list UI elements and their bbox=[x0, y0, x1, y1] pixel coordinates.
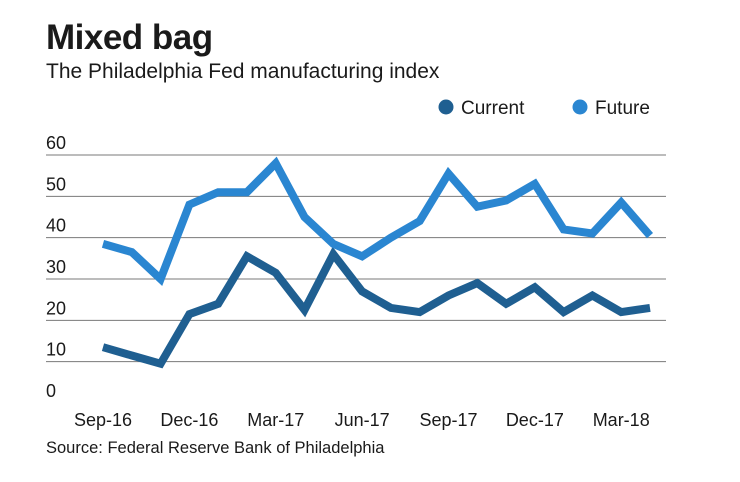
chart-subtitle: The Philadelphia Fed manufacturing index bbox=[46, 60, 440, 83]
x-tick-label: Mar-18 bbox=[593, 410, 650, 430]
y-tick-label: 60 bbox=[46, 133, 66, 153]
source-note: Source: Federal Reserve Bank of Philadel… bbox=[46, 439, 385, 457]
y-tick-label: 30 bbox=[46, 257, 66, 277]
chart-title: Mixed bag bbox=[46, 18, 213, 57]
legend: Current Future bbox=[438, 98, 650, 119]
y-tick-label: 20 bbox=[46, 298, 66, 318]
legend-marker-future bbox=[572, 99, 588, 115]
y-tick-label: 0 bbox=[46, 381, 56, 401]
y-axis-ticks: 0 10 20 30 40 50 60 bbox=[46, 133, 66, 401]
legend-marker-current bbox=[438, 99, 454, 115]
legend-label-current: Current bbox=[461, 98, 525, 119]
legend-label-future: Future bbox=[595, 98, 650, 119]
x-tick-label: Jun-17 bbox=[335, 410, 390, 430]
x-tick-label: Sep-16 bbox=[74, 410, 132, 430]
x-tick-label: Mar-17 bbox=[247, 410, 304, 430]
series-line-future bbox=[101, 156, 654, 286]
x-tick-label: Dec-16 bbox=[160, 410, 218, 430]
gridlines bbox=[46, 154, 666, 363]
y-tick-label: 40 bbox=[46, 216, 66, 236]
series-lines bbox=[101, 156, 654, 369]
y-tick-label: 10 bbox=[46, 340, 66, 360]
series-line-current bbox=[101, 246, 651, 369]
x-axis-ticks: Sep-16 Dec-16 Mar-17 Jun-17 Sep-17 Dec-17 Mar-… bbox=[74, 410, 650, 430]
x-tick-label: Dec-17 bbox=[506, 410, 564, 430]
x-tick-label: Sep-17 bbox=[419, 410, 477, 430]
y-tick-label: 50 bbox=[46, 174, 66, 194]
